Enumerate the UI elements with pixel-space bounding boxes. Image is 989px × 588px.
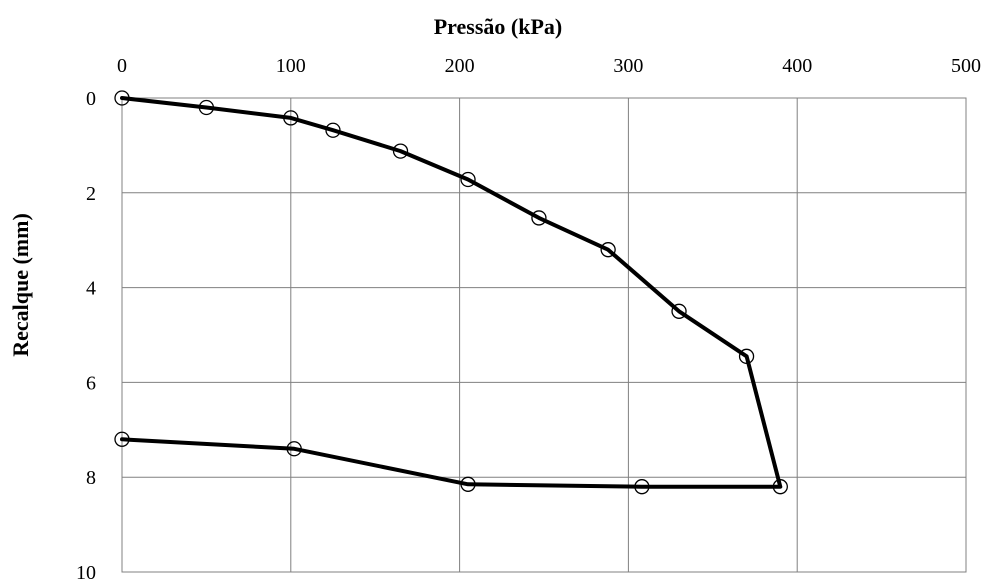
data-point [531, 210, 547, 226]
grid [121, 97, 967, 573]
data-point [286, 441, 302, 457]
x-tick-label: 200 [445, 55, 475, 77]
x-tick-label: 100 [276, 55, 306, 77]
data-point [772, 479, 788, 495]
y-axis-title: Recalque (mm) [8, 213, 33, 357]
series-line [120, 96, 783, 489]
y-tick-label: 6 [86, 372, 96, 394]
series-lines [120, 96, 783, 489]
plot-frame [121, 97, 967, 573]
tick-labels: 0 100 200 300 400 500 0 2 4 6 8 10 [76, 55, 981, 584]
y-tick-label: 2 [86, 183, 96, 205]
data-point [114, 431, 130, 447]
data-point [392, 143, 409, 159]
x-tick-label: 500 [951, 55, 981, 77]
y-tick-label: 4 [86, 278, 96, 300]
x-axis-title: Pressão (kPa) [434, 14, 563, 39]
x-tick-label: 300 [613, 55, 643, 77]
y-tick-label: 8 [86, 467, 96, 489]
data-point [283, 110, 299, 126]
data-point [460, 476, 476, 492]
data-point [600, 242, 616, 258]
x-tick-label: 400 [782, 55, 812, 77]
data-point [325, 122, 341, 138]
data-point [671, 303, 687, 319]
data-point [198, 99, 215, 116]
data-markers [114, 90, 788, 495]
data-point [634, 479, 650, 495]
data-point [738, 348, 755, 364]
data-point [114, 90, 130, 106]
x-tick-label: 0 [117, 55, 127, 77]
data-point [460, 171, 476, 188]
y-tick-label: 10 [76, 562, 96, 583]
y-tick-label: 0 [86, 88, 96, 110]
